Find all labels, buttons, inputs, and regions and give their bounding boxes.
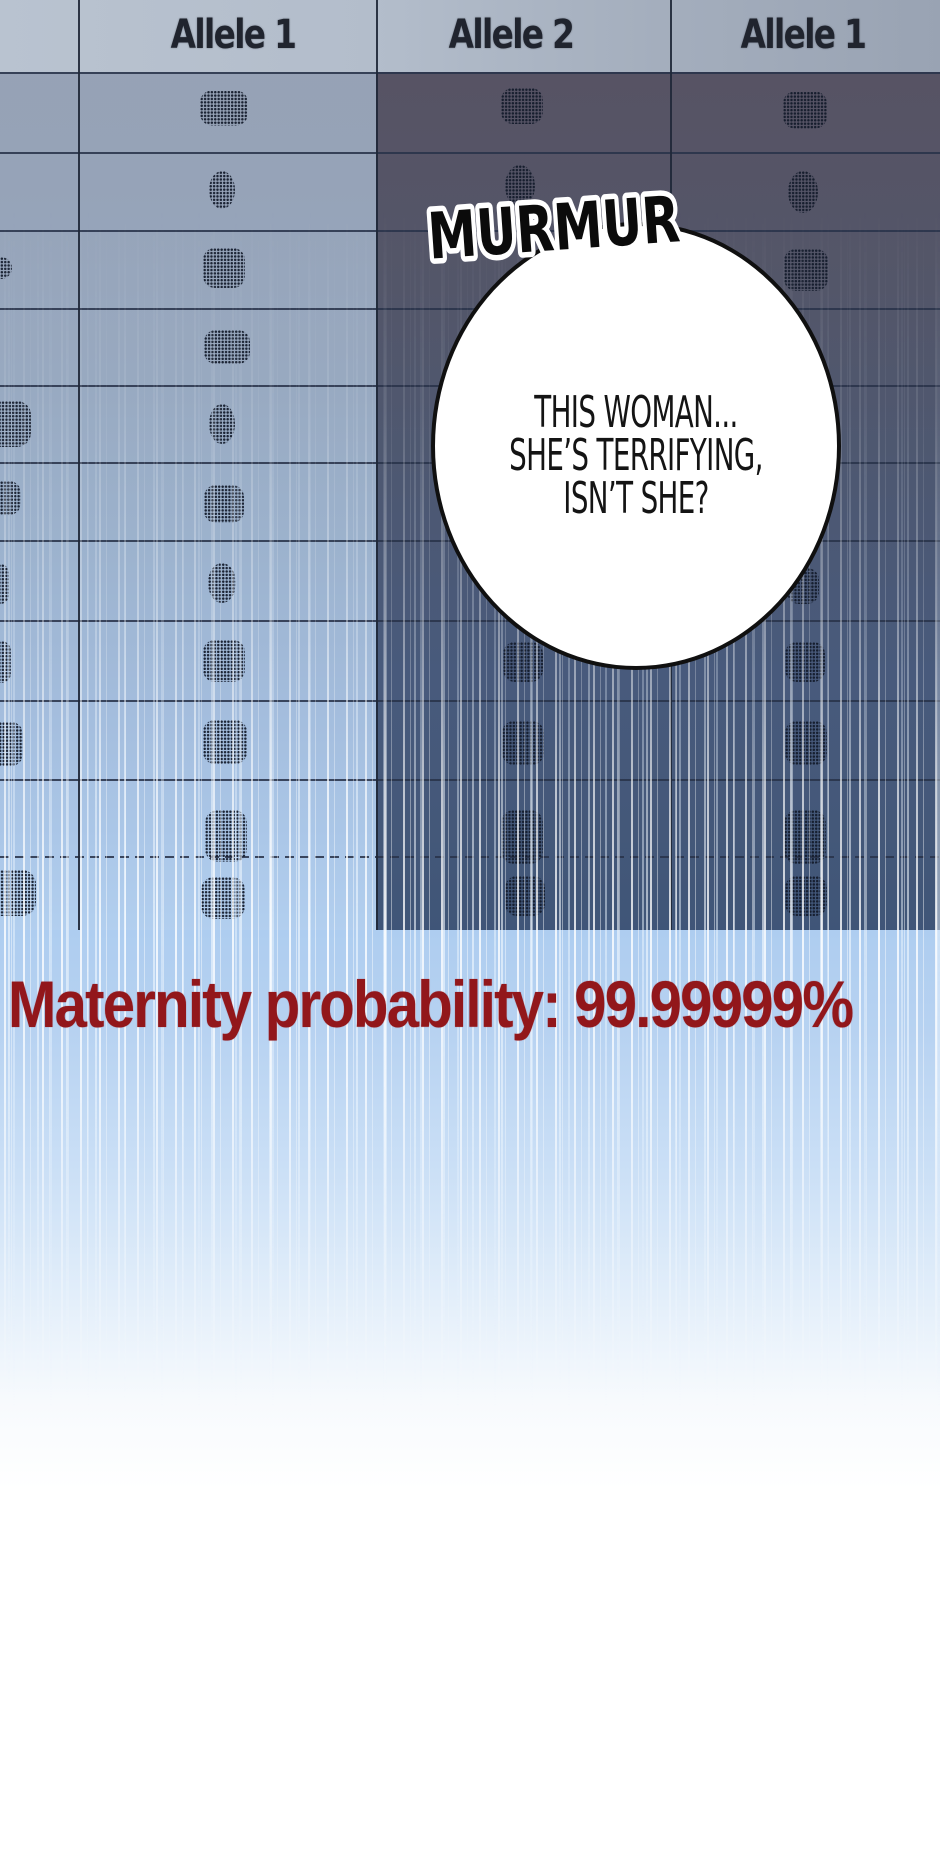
allele-dot — [201, 877, 245, 919]
allele-dot — [784, 249, 828, 291]
allele-dot — [783, 91, 827, 129]
grid-row-line — [0, 779, 940, 781]
allele-dot — [785, 642, 825, 682]
column-border — [376, 0, 378, 933]
allele-dot — [209, 404, 235, 444]
allele-dot — [0, 481, 21, 515]
speech-line: THIS WOMAN... — [534, 387, 738, 438]
allele-dot — [788, 171, 818, 213]
column-header-label: Allele 1 — [740, 12, 867, 58]
allele-dot — [502, 721, 544, 765]
table-header-row — [0, 0, 940, 72]
column-header-label: Allele 2 — [448, 12, 575, 58]
allele-dot — [200, 90, 248, 126]
allele-dot — [0, 641, 11, 683]
grid-row-line — [0, 72, 940, 74]
allele-dot — [505, 165, 535, 207]
speech-bubble: THIS WOMAN... SHE’S TERRIFYING, ISN’T SH… — [431, 222, 841, 670]
allele-dot — [503, 642, 543, 682]
allele-dot — [785, 721, 827, 765]
allele-dot — [204, 330, 250, 364]
allele-dot — [501, 810, 543, 864]
allele-dot — [0, 564, 9, 604]
allele-dot — [203, 248, 245, 288]
allele-dot — [784, 810, 826, 864]
speech-line: SHE’S TERRIFYING, — [509, 430, 763, 481]
allele-dot — [209, 171, 235, 209]
allele-dot — [0, 722, 23, 766]
speech-bubble-text: THIS WOMAN... SHE’S TERRIFYING, ISN’T SH… — [460, 387, 813, 524]
allele-dot — [204, 485, 244, 523]
fade-to-white-zone — [0, 930, 940, 1490]
allele-dot — [205, 810, 247, 862]
allele-dot — [203, 720, 247, 764]
allele-dot — [208, 563, 236, 603]
grid-row-line — [0, 152, 940, 154]
maternity-probability-text: Maternity probability: 99.99999% — [8, 967, 854, 1041]
column-header-label: Allele 1 — [170, 12, 297, 58]
speech-line: ISN’T SHE? — [563, 473, 709, 524]
murmur-sfx: MURMUR — [420, 178, 688, 280]
allele-dot — [203, 640, 245, 682]
allele-dot — [0, 401, 31, 447]
grid-row-line — [0, 620, 940, 622]
allele-dot — [505, 876, 545, 916]
allele-dot — [501, 88, 543, 124]
column-border — [78, 0, 80, 933]
allele-dot — [0, 870, 36, 916]
grid-row-line — [0, 700, 940, 702]
murmur-sfx-text: MURMUR — [426, 183, 683, 274]
allele-dot — [785, 876, 827, 916]
